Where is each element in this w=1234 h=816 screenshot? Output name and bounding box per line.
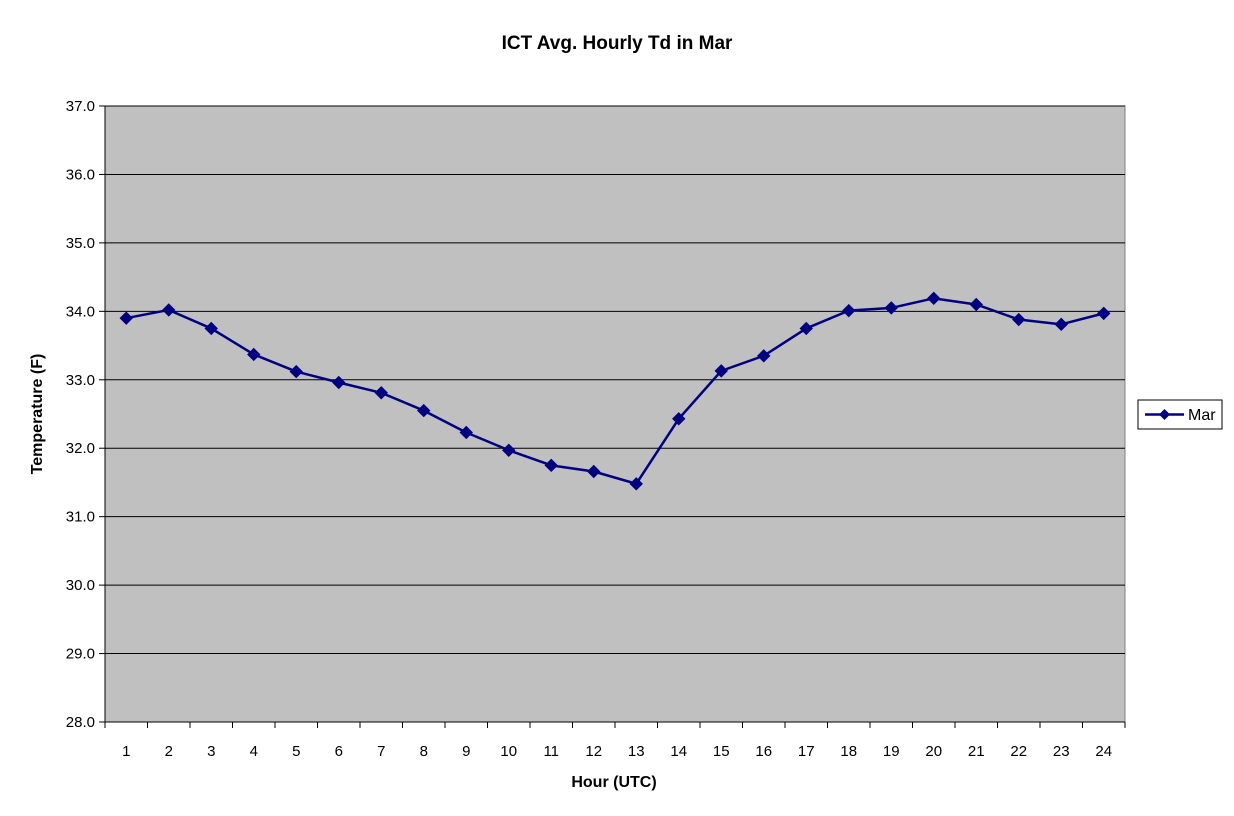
x-tick-label: 21	[968, 743, 985, 760]
x-tick-label: 5	[292, 743, 300, 760]
data-point	[884, 301, 898, 315]
data-point	[119, 311, 133, 325]
legend: Mar	[1137, 399, 1223, 430]
data-point	[332, 375, 346, 390]
data-point	[204, 321, 218, 336]
y-tick-label: 28.0	[66, 714, 95, 731]
data-point	[459, 425, 473, 440]
gridlines	[105, 105, 1125, 655]
x-tick-label: 18	[840, 743, 857, 760]
series-line	[126, 297, 1105, 486]
data-point	[1012, 312, 1026, 327]
x-tick-label: 22	[1010, 743, 1027, 760]
y-tick-label: 37.0	[66, 98, 95, 115]
x-tick-label: 4	[250, 743, 258, 760]
y-tick-label: 34.0	[66, 303, 95, 320]
data-point	[927, 291, 941, 306]
x-tick-label: 23	[1053, 743, 1070, 760]
data-point	[502, 443, 516, 457]
x-tick-label: 13	[628, 743, 645, 760]
plot-area	[104, 105, 1126, 723]
x-tick-label: 15	[713, 743, 730, 760]
x-tick-label: 14	[670, 743, 687, 760]
y-tick-label: 30.0	[66, 577, 95, 594]
x-tick-label: 20	[925, 743, 942, 760]
x-tick-label: 8	[420, 743, 428, 760]
x-tick-label: 9	[462, 743, 470, 760]
y-axis-title: Temperature (F)	[29, 354, 46, 475]
data-point	[757, 349, 771, 363]
legend-marker-diamond-icon	[1159, 409, 1170, 420]
x-tick-label: 12	[585, 743, 602, 760]
x-tick-label: 24	[1095, 743, 1112, 760]
data-point	[714, 364, 728, 378]
x-axis-ticks: 1 2 3 4 5 6 7 8 9 10 11 12 13 14 15 16 17 18 19 20 21 22 23 24	[104, 722, 1126, 760]
x-tick-label: 2	[165, 743, 173, 760]
data-point	[162, 303, 176, 317]
data-point	[587, 464, 601, 479]
x-tick-label: 1	[122, 743, 130, 760]
data-point	[289, 364, 303, 379]
data-point	[1054, 317, 1068, 332]
x-tick-label: 19	[883, 743, 900, 760]
x-tick-label: 10	[500, 743, 517, 760]
data-point	[1097, 306, 1111, 321]
y-tick-label: 36.0	[66, 166, 95, 183]
x-tick-label: 7	[377, 743, 385, 760]
data-point	[969, 297, 983, 312]
y-tick-label: 35.0	[66, 235, 95, 252]
x-tick-label: 6	[335, 743, 343, 760]
data-point	[799, 321, 813, 336]
x-tick-label: 16	[755, 743, 772, 760]
data-point	[544, 458, 558, 473]
y-tick-label: 32.0	[66, 440, 95, 457]
data-point	[247, 347, 261, 362]
y-tick-label: 29.0	[66, 646, 95, 663]
legend-label: Mar	[1188, 407, 1216, 424]
y-axis-ticks: 28.0 29.0 30.0 31.0 32.0 33.0 34.0 35.0 36.0 37.0	[66, 98, 105, 731]
series-layer	[119, 291, 1111, 491]
data-point	[672, 412, 686, 426]
data-point	[374, 386, 388, 400]
x-tick-label: 11	[543, 743, 559, 760]
y-tick-label: 31.0	[66, 509, 95, 526]
x-tick-label: 3	[207, 743, 215, 760]
data-point	[629, 477, 643, 491]
x-tick-label: 17	[798, 743, 815, 760]
chart-title: ICT Avg. Hourly Td in Mar	[502, 33, 733, 54]
x-axis-title: Hour (UTC)	[571, 774, 656, 791]
data-point	[417, 403, 431, 418]
y-tick-label: 33.0	[66, 372, 95, 389]
data-point	[842, 303, 856, 318]
